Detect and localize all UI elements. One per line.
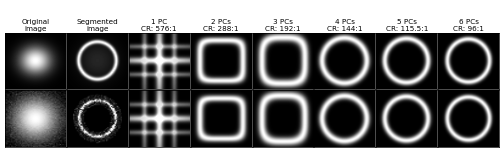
Text: 5 PCs
CR: 115.5:1: 5 PCs CR: 115.5:1 bbox=[386, 19, 428, 32]
Text: Original
image: Original image bbox=[22, 19, 50, 32]
Text: 3 PCs
CR: 192:1: 3 PCs CR: 192:1 bbox=[265, 19, 300, 32]
Text: 2 PCs
CR: 288:1: 2 PCs CR: 288:1 bbox=[204, 19, 239, 32]
Text: Segmented
image: Segmented image bbox=[76, 19, 118, 32]
Text: 4 PCs
CR: 144:1: 4 PCs CR: 144:1 bbox=[327, 19, 362, 32]
Text: 1 PC
CR: 576:1: 1 PC CR: 576:1 bbox=[142, 19, 177, 32]
Text: 6 PCs
CR: 96:1: 6 PCs CR: 96:1 bbox=[453, 19, 484, 32]
